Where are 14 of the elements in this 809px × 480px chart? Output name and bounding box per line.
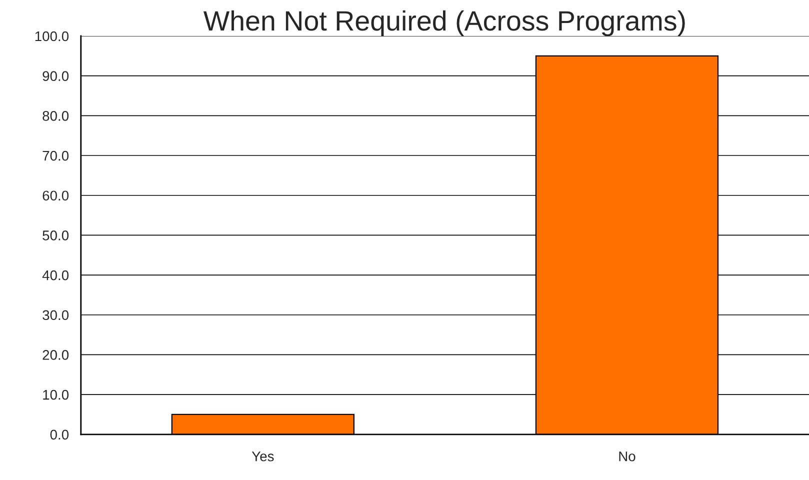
y-tick-label: 40.0 [42, 270, 69, 280]
y-tick-label: 100.0 [35, 31, 69, 42]
y-tick-label: 0.0 [50, 430, 69, 440]
y-tick-label: 80.0 [42, 111, 69, 121]
y-tick-label: 30.0 [42, 310, 69, 320]
y-tick-label: 10.0 [43, 390, 69, 400]
y-tick-label: 60.0 [42, 190, 69, 201]
y-tick-label: 70.0 [42, 150, 69, 161]
x-tick-label: No [619, 452, 636, 462]
x-tick-label: Yes [252, 452, 274, 462]
y-tick-label: 50.0 [42, 230, 69, 240]
y-tick-label: 20.0 [42, 350, 69, 360]
chart-title: When Not Required (Across Programs) [203, 10, 685, 36]
y-tick-label: 90.0 [42, 71, 69, 82]
